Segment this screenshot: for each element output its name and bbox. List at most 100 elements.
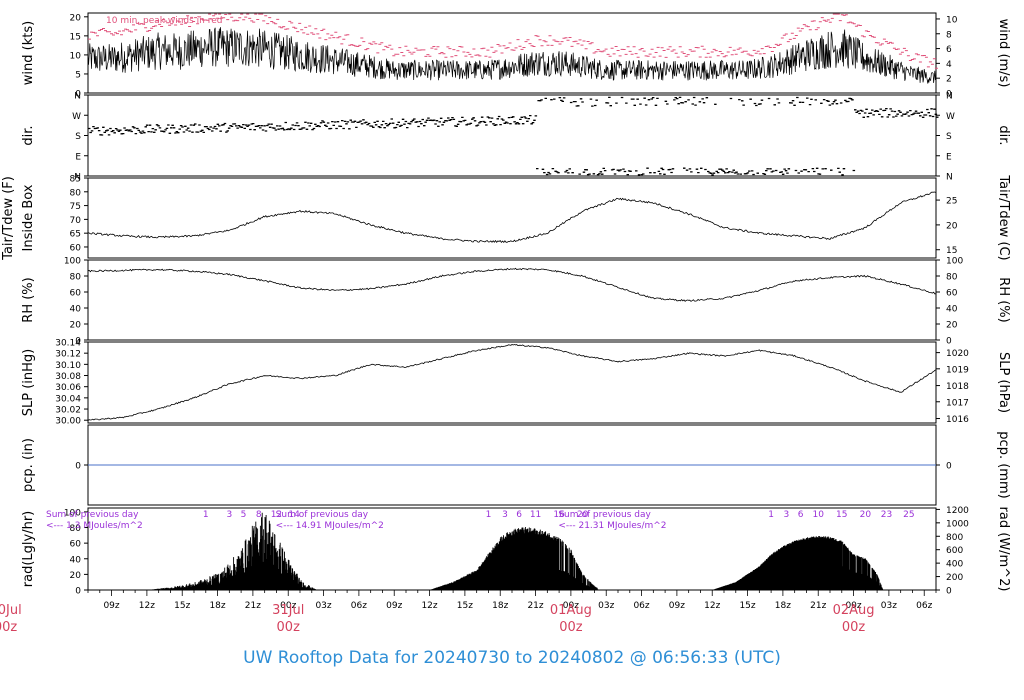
ylabel-left-pcp: pcp. (in) bbox=[21, 438, 36, 492]
ytick-label-left-rh: 20 bbox=[70, 321, 82, 331]
daily-total-label: <--- 1.3 MJoules/m^2 bbox=[46, 521, 143, 531]
ytick-label-left-wind: 5 bbox=[75, 70, 81, 80]
ytick-label-right-dir: W bbox=[946, 112, 955, 122]
ytick-label-left-wind: 20 bbox=[70, 13, 82, 23]
hour-counter-label: 20 bbox=[577, 510, 589, 520]
ytick-label-left-slp: 30.00 bbox=[55, 417, 81, 427]
ytick-label-right-wind: 10 bbox=[946, 15, 958, 25]
ylabel-right-slp: SLP (hPa) bbox=[996, 352, 1011, 413]
ytick-label-right-rh: 0 bbox=[946, 337, 952, 347]
date-hour-label: 00z bbox=[559, 620, 583, 635]
ytick-label-left-rh: 40 bbox=[70, 305, 82, 315]
ytick-label-left-temp: 60 bbox=[70, 243, 82, 253]
ytick-label-left-rad: 0 bbox=[75, 587, 81, 597]
ytick-label-right-pcp: 0 bbox=[946, 462, 952, 472]
ytick-label-right-rad: 1000 bbox=[946, 519, 969, 529]
ytick-label-right-wind: 8 bbox=[946, 30, 952, 40]
ytick-label-right-wind: 0 bbox=[946, 90, 952, 100]
date-label: 31Jul bbox=[272, 603, 304, 618]
daily-sum-label: Sum of previous day bbox=[558, 510, 651, 520]
ylabel-left-wind: wind (kts) bbox=[21, 21, 36, 85]
time-axis-hour-label: 09z bbox=[669, 601, 685, 611]
ytick-label-left-temp: 85 bbox=[70, 175, 81, 185]
ytick-label-right-rad: 0 bbox=[946, 587, 952, 597]
daily-total-label: <--- 14.91 MJoules/m^2 bbox=[276, 521, 384, 531]
ytick-label-left-temp: 70 bbox=[70, 216, 82, 226]
date-hour-label: 00z bbox=[842, 620, 866, 635]
ytick-label-left-slp: 30.04 bbox=[55, 394, 81, 404]
ytick-label-left-rad: 100 bbox=[64, 508, 81, 518]
ytick-label-left-rh: 60 bbox=[70, 289, 82, 299]
ylabel-left-rad: rad(Lgly/hr) bbox=[21, 511, 36, 587]
ytick-label-right-rad: 800 bbox=[946, 533, 963, 543]
time-axis-hour-label: 18z bbox=[209, 601, 225, 611]
ytick-label-left-dir: N bbox=[74, 173, 81, 183]
wind-peak-annotation: 10 min. peak winds in red bbox=[106, 16, 223, 26]
ytick-label-left-slp: 30.02 bbox=[55, 406, 81, 416]
hour-counter-label: 16 bbox=[553, 510, 565, 520]
hour-counter-label: 23 bbox=[881, 510, 892, 520]
date-hour-label: 00z bbox=[277, 620, 301, 635]
panel-frame-slp bbox=[87, 341, 937, 424]
ylabel-left-rh: RH (%) bbox=[21, 277, 36, 322]
hour-counter-label: 3 bbox=[502, 510, 508, 520]
hour-counter-label: 1 bbox=[203, 510, 209, 520]
ytick-label-right-rh: 80 bbox=[946, 273, 958, 283]
ytick-label-right-temp: 25 bbox=[946, 197, 957, 207]
ytick-label-right-dir: S bbox=[946, 132, 952, 142]
ytick-label-left-dir: N bbox=[74, 92, 81, 102]
hour-counter-label: 20 bbox=[860, 510, 872, 520]
ytick-label-right-dir: N bbox=[946, 92, 953, 102]
time-axis-hour-label: 21z bbox=[527, 601, 543, 611]
hour-counter-label: 3 bbox=[226, 510, 232, 520]
hour-counter-label: 8 bbox=[256, 510, 262, 520]
ytick-label-left-rad: 20 bbox=[70, 571, 82, 581]
time-axis-hour-label: 03z bbox=[881, 601, 897, 611]
time-axis-hour-label: 06z bbox=[916, 601, 932, 611]
time-axis-hour-label: 18z bbox=[492, 601, 508, 611]
hour-counter-label: 14 bbox=[288, 510, 300, 520]
ytick-label-right-rad: 600 bbox=[946, 546, 963, 556]
ytick-label-right-rh: 40 bbox=[946, 305, 958, 315]
hour-counter-label: 11 bbox=[530, 510, 541, 520]
date-label: 01Aug bbox=[550, 603, 592, 618]
ylabel-left-slp: SLP (inHg) bbox=[21, 349, 36, 417]
ytick-label-left-rad: 40 bbox=[70, 555, 82, 565]
ytick-label-left-pcp: 0 bbox=[75, 462, 81, 472]
date-label: 30Jul bbox=[0, 603, 22, 618]
hour-counter-label: 1 bbox=[486, 510, 492, 520]
weather-multipanel-chart: 10 min. peak winds in red051015200246810… bbox=[0, 12, 1011, 635]
time-axis-hour-label: 00z bbox=[845, 601, 861, 611]
chart-title: UW Rooftop Data for 20240730 to 20240802… bbox=[243, 648, 781, 668]
hour-counter-label: 25 bbox=[903, 510, 914, 520]
wind-direction-marks bbox=[88, 96, 939, 176]
ytick-label-left-temp: 80 bbox=[70, 188, 82, 198]
panel-frame-dir bbox=[87, 94, 937, 177]
ytick-label-left-slp: 30.10 bbox=[55, 361, 81, 371]
ytick-label-left-dir: S bbox=[75, 132, 81, 142]
ytick-label-left-slp: 30.06 bbox=[55, 383, 81, 393]
wind-peak-marks bbox=[88, 13, 938, 69]
time-axis-hour-label: 12z bbox=[139, 601, 155, 611]
date-label: 02Aug bbox=[833, 603, 875, 618]
ytick-label-left-wind: 15 bbox=[70, 32, 81, 42]
ytick-label-left-rad: 80 bbox=[70, 524, 82, 534]
ytick-label-left-rh: 0 bbox=[75, 337, 81, 347]
time-axis-hour-label: 03z bbox=[315, 601, 331, 611]
ytick-label-right-rad: 1200 bbox=[946, 506, 969, 516]
ytick-label-right-slp: 1018 bbox=[946, 382, 969, 392]
ytick-label-left-slp: 30.14 bbox=[55, 339, 81, 349]
ytick-label-left-slp: 30.08 bbox=[55, 372, 81, 382]
time-axis-hour-label: 18z bbox=[775, 601, 791, 611]
ytick-label-right-dir: N bbox=[946, 173, 953, 183]
ytick-label-left-temp: 65 bbox=[70, 230, 81, 240]
daily-total-label: <--- 21.31 MJoules/m^2 bbox=[558, 521, 666, 531]
ylabel-right-dir: dir. bbox=[996, 125, 1011, 145]
ytick-label-left-dir: W bbox=[72, 112, 81, 122]
date-hour-label: 00z bbox=[0, 620, 17, 635]
ytick-label-left-slp: 30.12 bbox=[55, 350, 81, 360]
hour-counter-label: 3 bbox=[784, 510, 790, 520]
series-line-temp bbox=[87, 191, 937, 244]
time-axis-hour-label: 06z bbox=[633, 601, 649, 611]
